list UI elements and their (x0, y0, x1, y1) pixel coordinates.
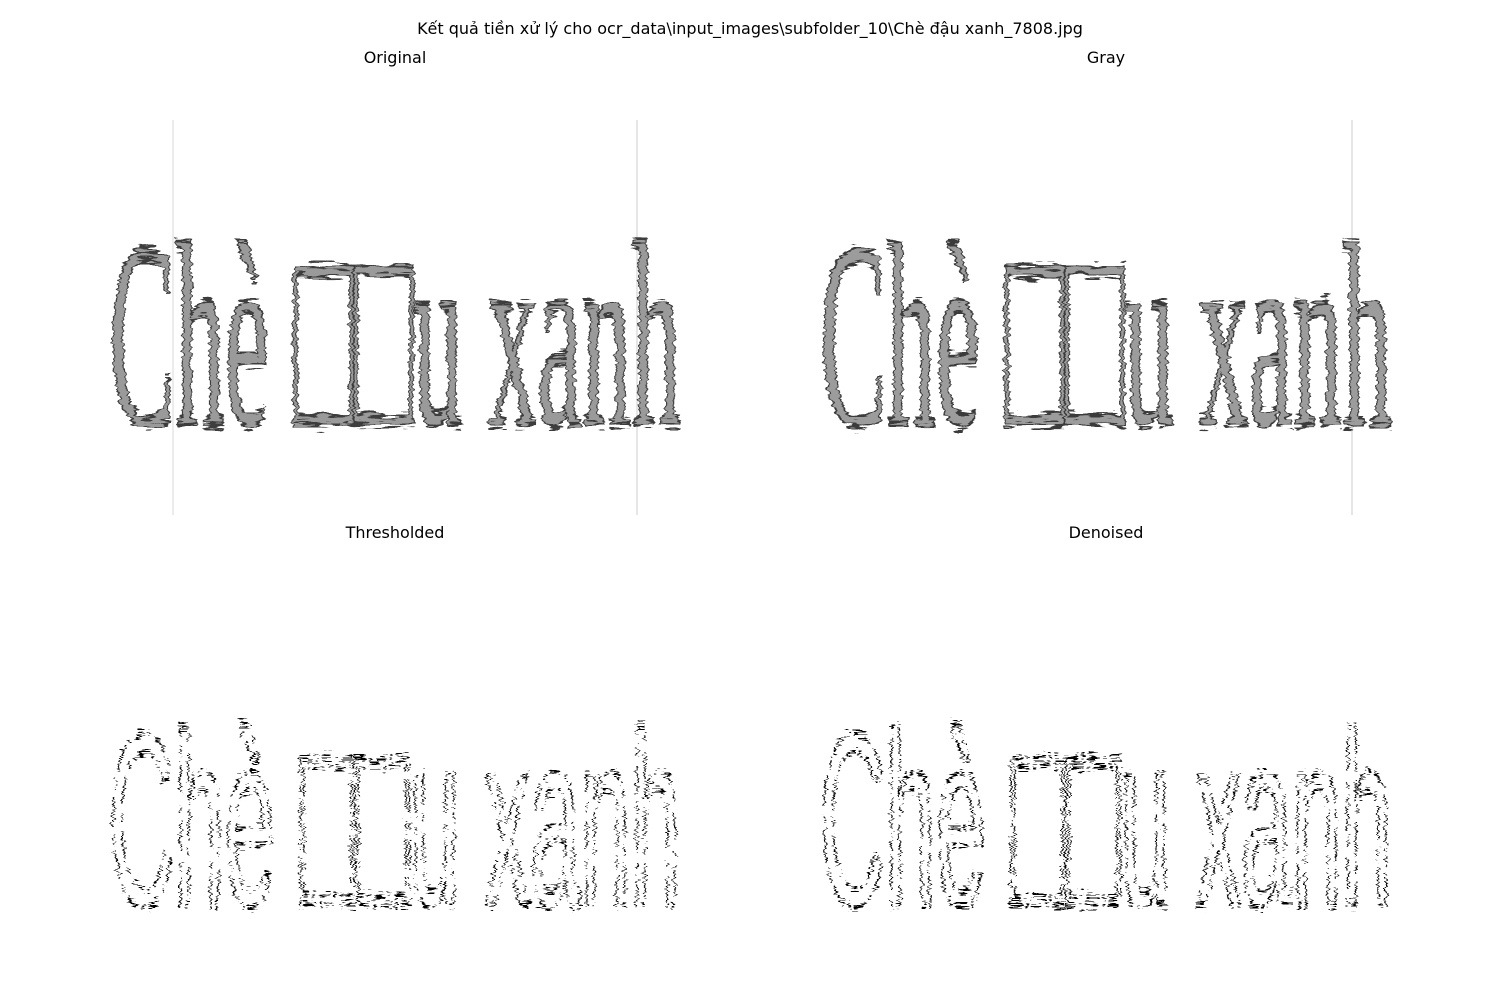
image-original: Chè □□u xanh (105, 120, 685, 515)
figure-suptitle: Kết quả tiền xử lý cho ocr_data\input_im… (0, 19, 1500, 39)
panel-title-gray: Gray (816, 48, 1396, 68)
image-text-original: Chè □□u xanh (109, 190, 681, 483)
image-text-gray: Chè □□u xanh (820, 190, 1392, 483)
image-thresholded: Chè □□u xanh (105, 658, 685, 928)
panel-original: Original Chè □□u xanh (105, 48, 685, 488)
panel-denoised: Denoised Chè □□u xanh (816, 523, 1396, 963)
panel-thresholded: Thresholded Chè □□u xanh (105, 523, 685, 963)
image-text-thresholded: Chè □□u xanh (109, 684, 681, 928)
panel-title-original: Original (105, 48, 685, 68)
panel-title-denoised: Denoised (816, 523, 1396, 543)
panel-gray: Gray Chè □□u xanh (816, 48, 1396, 488)
panel-title-thresholded: Thresholded (105, 523, 685, 543)
image-gray: Chè □□u xanh (816, 120, 1396, 515)
image-denoised: Chè □□u xanh (816, 658, 1396, 928)
image-text-denoised: Chè □□u xanh (820, 684, 1392, 928)
